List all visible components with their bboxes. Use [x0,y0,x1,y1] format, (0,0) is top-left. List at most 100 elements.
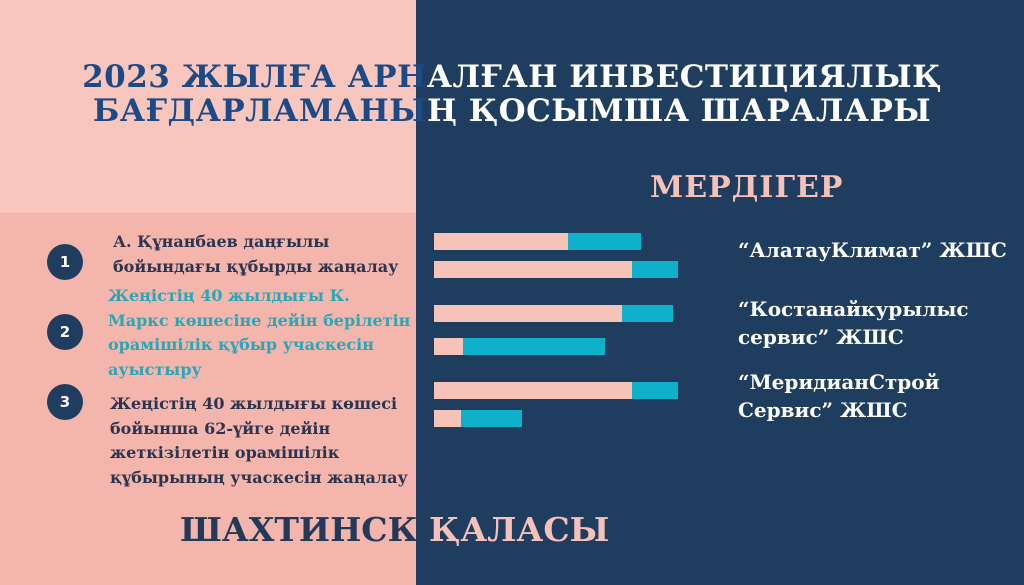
text-char: Н [528,59,558,95]
text-char: Р [373,59,398,95]
text-char: Н [359,93,390,129]
bar-segment-pink [434,305,622,322]
text-char: Ы [222,59,261,95]
text-char: А [221,510,249,549]
text-char: 2 [82,59,105,95]
text-char: Б [92,93,120,129]
text-char: И [569,59,600,95]
bar-5 [434,382,678,399]
text-char: Р [221,93,246,129]
contractor-label-1: “АлатауКлимат” ЖШС [738,238,1007,262]
text-char: Қ [912,59,942,95]
text-char: А [347,59,374,95]
page-title: 2023 ЖЫЛҒА АРНАЛҒАН ИНВЕСТИЦИЯЛЫҚ БАҒДАР… [0,60,1024,128]
bar-segment-cyan [568,233,641,250]
bar-segment-cyan [461,410,522,427]
text-char: И [728,59,759,95]
text-char: А [740,93,767,129]
text-char: Қ [429,510,461,549]
text-char: А [426,59,453,95]
contractor-heading: МЕРДІГЕР [650,170,844,205]
text-char: 2 [126,59,149,95]
text-char: Н [599,59,629,95]
bar-segment-pink [434,233,568,250]
text-char [418,510,430,549]
text-char: А [460,510,488,549]
text-char: К [387,510,418,549]
city-title: ШАХТИНСК ҚАЛАСЫ [180,510,609,550]
number-badge-3: 3 [47,384,83,420]
text-char: Д [167,93,196,129]
bar-4 [434,338,605,355]
bar-segment-pink [434,410,461,427]
text-char: А [119,93,146,129]
contractor-label-3: “МеридианСтрой Сервис” ЖШС [738,370,940,422]
text-char: А [195,93,222,129]
text-char: Н [330,510,362,549]
text-char [336,59,347,95]
text-char: А [790,93,816,129]
text-char [689,93,700,129]
item-text-2: Жеңістің 40 жылдығы К. Маркс көшесіне де… [108,286,411,379]
text-char: Л [452,59,481,95]
bar-segment-cyan [632,261,678,278]
text-char: Х [248,510,275,549]
bar-2 [434,261,678,278]
item-text-1: А. Құнанбаев даңғылы бойындағы құбырды ж… [113,232,399,276]
bar-segment-cyan [622,305,673,322]
text-char [558,59,569,95]
text-char [170,59,181,95]
bar-segment-pink [434,338,463,355]
text-char: А [663,93,690,129]
text-char: Е [655,59,680,95]
text-char: А [333,93,360,129]
text-char: Л [815,93,844,129]
text-char: Л [487,510,517,549]
bar-6 [434,410,522,427]
text-char: С [543,510,570,549]
text-char: Ш [180,510,222,549]
left-panel-top [0,0,416,213]
text-char: Л [846,59,875,95]
title-line-1: 2023 ЖЫЛҒА АРНАЛҒАН ИНВЕСТИЦИЯЛЫҚ [0,60,1024,94]
text-char: Ж [181,59,223,95]
text-char: Ц [758,59,789,95]
text-char: С [361,510,388,549]
contractor-label-2: “Костанайкурылыс сервис” ЖШС [738,297,969,349]
text-char: Ш [700,93,741,129]
text-char: Л [245,93,274,129]
bar-segment-cyan [632,382,678,399]
text-char: Ң [426,93,458,129]
text-char: Ы [389,93,427,129]
text-char: Ғ [480,59,503,95]
text-char: В [628,59,656,95]
text-char: Ғ [288,59,311,95]
text-char [457,93,468,129]
text-char: Р [766,93,791,129]
text-char: 3 [148,59,171,95]
text-char: А [310,59,337,95]
text-char: Р [869,93,894,129]
title-line-2: БАҒДАРЛАМАНЫҢ ҚОСЫМША ШАРАЛАРЫ [0,94,1024,128]
text-char: Т [274,510,299,549]
text-char: Н [397,59,427,95]
text-char: А [273,93,299,129]
number-badge-1: 1 [47,244,83,280]
text-char: Ш [623,93,664,129]
text-char: 0 [104,59,127,95]
text-char: Т [704,59,729,95]
text-char: А [843,93,870,129]
text-char: С [679,59,705,95]
text-char: Я [818,59,847,95]
text-char: Ы [893,93,932,129]
text-char: О [498,93,527,129]
text-char: И [788,59,819,95]
text-char: А [502,59,529,95]
text-char: С [526,93,552,129]
text-char: Ы [569,510,610,549]
bar-segment-cyan [463,338,605,355]
text-char: Л [260,59,289,95]
bar-segment-pink [434,261,632,278]
item-text-3: Жеңістің 40 жылдығы көшесі бойынша 62-үй… [110,394,408,487]
bar-3 [434,305,673,322]
